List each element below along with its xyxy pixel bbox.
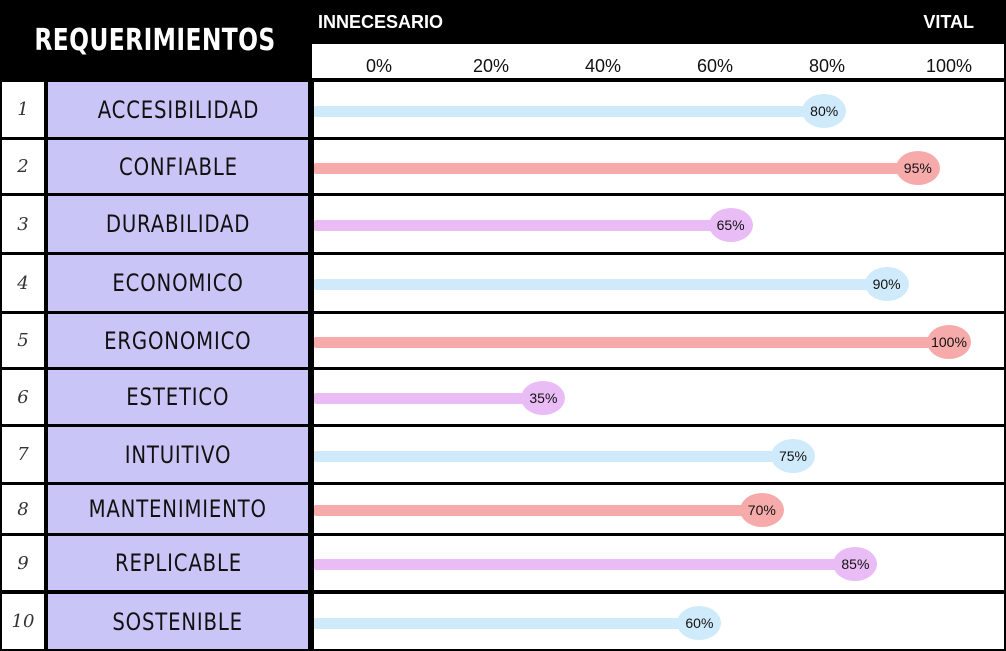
value-bubble: 60%: [677, 605, 722, 640]
chart-header: REQUERIMIENTOS INNECESARIO VITAL 0% 20% 40…: [0, 0, 1006, 80]
category-label-text: MANTENIMIENTO: [88, 495, 268, 523]
plot-cell: 90%: [314, 255, 1004, 311]
chart-title: REQUERIMIENTOS: [34, 22, 276, 58]
plot-cell: 65%: [314, 196, 1004, 252]
value-bar: [314, 162, 918, 174]
category-label: INTUITIVO: [48, 427, 308, 482]
category-label-text: ESTETICO: [126, 383, 230, 411]
value-bubble: 85%: [833, 547, 878, 581]
row-number: 4: [2, 255, 44, 311]
chart-row: 10 SOSTENIBLE 60%: [0, 594, 1006, 649]
plot-cell: 75%: [314, 427, 1004, 482]
category-label: DURABILIDAD: [48, 196, 308, 252]
category-label-text: ACCESIBILIDAD: [97, 95, 259, 124]
row-number: 6: [2, 370, 44, 424]
chart-row: 9 REPLICABLE 85%: [0, 536, 1006, 590]
chart-row: 8 MANTENIMIENTO 70%: [0, 485, 1006, 533]
value-bubble: 80%: [802, 93, 847, 128]
chart-row: 4 ECONOMICO 90%: [0, 255, 1006, 311]
row-number: 8: [2, 485, 44, 533]
value-bar: [314, 105, 825, 117]
chart-row: 3 DURABILIDAD 65%: [0, 196, 1006, 252]
x-tick-label: 0%: [365, 56, 393, 76]
value-bubble: 95%: [895, 150, 940, 185]
value-bubble: 35%: [521, 381, 566, 415]
category-label: MANTENIMIENTO: [48, 485, 308, 533]
row-number: 3: [2, 196, 44, 252]
category-label-text: DURABILIDAD: [105, 210, 251, 238]
x-tick-label: 60%: [696, 56, 734, 76]
category-label: ERGONOMICO: [48, 314, 308, 367]
value-bar: [314, 336, 949, 348]
value-bar: [314, 279, 887, 290]
chart-row: 6 ESTETICO 35%: [0, 370, 1006, 424]
value-bubble: 75%: [771, 438, 815, 473]
value-bar: [314, 505, 762, 516]
chart-row: 2 CONFIABLE 95%: [0, 140, 1006, 193]
category-label-text: ECONOMICO: [112, 269, 244, 297]
row-number: 5: [2, 314, 44, 367]
value-bar: [314, 450, 793, 462]
category-label-text: INTUITIVO: [124, 440, 232, 469]
value-bubble: 90%: [864, 267, 909, 301]
category-label: CONFIABLE: [48, 140, 308, 193]
x-tick-label: 40%: [584, 56, 622, 76]
category-label-text: CONFIABLE: [118, 152, 238, 181]
category-label: SOSTENIBLE: [48, 594, 308, 649]
x-tick-label: 20%: [472, 56, 510, 76]
chart-row: 7 INTUITIVO 75%: [0, 427, 1006, 482]
plot-cell: 100%: [314, 314, 1004, 367]
value-bar: [314, 559, 856, 570]
plot-cell: 60%: [314, 594, 1004, 649]
plot-cell: 80%: [314, 82, 1004, 137]
row-number: 9: [2, 536, 44, 590]
x-tick-label: 100%: [925, 56, 973, 76]
value-bar: [314, 617, 700, 629]
value-bar: [314, 220, 731, 231]
category-label: ESTETICO: [48, 370, 308, 424]
category-label-text: REPLICABLE: [114, 549, 242, 577]
scale-high-label: VITAL: [923, 12, 974, 32]
category-label-text: SOSTENIBLE: [112, 607, 244, 636]
value-bubble: 100%: [927, 324, 971, 359]
row-number: 2: [2, 140, 44, 193]
category-label-text: ERGONOMICO: [104, 326, 252, 355]
row-number: 7: [2, 427, 44, 482]
category-label: ACCESIBILIDAD: [48, 82, 308, 137]
category-label: REPLICABLE: [48, 536, 308, 590]
plot-cell: 35%: [314, 370, 1004, 424]
chart-row: 1 ACCESIBILIDAD 80%: [0, 82, 1006, 137]
value-bar: [314, 393, 544, 404]
plot-cell: 85%: [314, 536, 1004, 590]
plot-cell: 70%: [314, 485, 1004, 533]
scale-low-label: INNECESARIO: [318, 12, 444, 32]
category-label: ECONOMICO: [48, 255, 308, 311]
value-bubble: 70%: [739, 493, 784, 527]
row-number: 10: [2, 594, 44, 649]
plot-cell: 95%: [314, 140, 1004, 193]
x-tick-label: 80%: [808, 56, 846, 76]
value-bubble: 65%: [708, 208, 753, 242]
chart-row: 5 ERGONOMICO 100%: [0, 314, 1006, 367]
x-axis-ticks: 0% 20% 40% 60% 80% 100%: [312, 44, 1004, 78]
row-number: 1: [2, 82, 44, 137]
